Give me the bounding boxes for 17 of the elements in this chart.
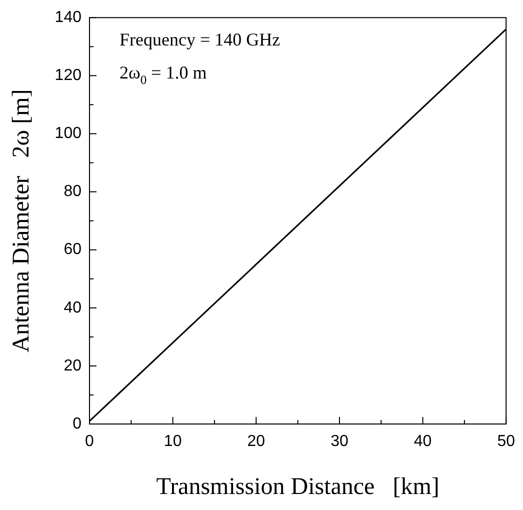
y-tick-label: 40 (64, 299, 82, 316)
y-axis-title: Antenna Diameter 2ω [m] (8, 89, 35, 352)
y-tick-label: 0 (72, 415, 82, 432)
y-tick-label: 20 (64, 357, 82, 374)
x-tick-label: 30 (330, 433, 348, 450)
y-tick-label: 80 (64, 183, 82, 200)
y-tick-label: 140 (54, 9, 82, 26)
x-tick-label: 20 (247, 433, 266, 450)
y-tick-label: 120 (54, 67, 82, 84)
annotation: Frequency = 140 GHz (119, 30, 280, 50)
y-tick-label: 60 (64, 241, 82, 258)
x-tick-label: 50 (497, 433, 516, 450)
x-tick-label: 10 (164, 433, 182, 450)
x-tick-label: 0 (85, 433, 94, 450)
x-tick-label: 40 (414, 433, 432, 450)
y-tick-label: 100 (54, 125, 82, 142)
x-axis-title: Transmission Distance [km] (156, 474, 440, 500)
